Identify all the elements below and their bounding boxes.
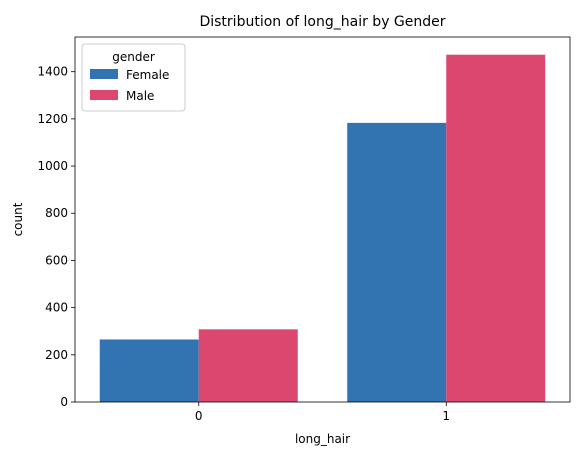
y-tick-label: 1000	[37, 159, 68, 173]
legend-swatch-male	[90, 90, 118, 100]
y-tick-label: 1200	[37, 112, 68, 126]
bars	[99, 54, 546, 402]
y-axis-title: count	[11, 202, 25, 236]
legend-swatch-female	[90, 69, 118, 79]
y-axis-ticks: 0 200 400 600 800 1000 1200 1400	[37, 65, 75, 409]
plot-frame	[74, 36, 571, 403]
legend-title: gender	[112, 50, 155, 64]
y-tick-label: 200	[45, 348, 68, 362]
x-axis-title: long_hair	[295, 432, 350, 446]
y-tick-label: 600	[45, 253, 68, 267]
bar-female-0	[99, 339, 199, 402]
bar-female-1	[347, 122, 447, 402]
legend: gender Female Male	[81, 43, 186, 112]
y-tick-label: 0	[60, 395, 68, 409]
x-tick-label: 1	[442, 409, 450, 423]
legend-label-male: Male	[126, 89, 154, 103]
bar-male-0	[198, 329, 298, 402]
legend-items: Female Male	[90, 68, 169, 103]
bar-male-1	[446, 54, 546, 402]
legend-label-female: Female	[126, 68, 169, 82]
y-tick-label: 400	[45, 301, 68, 315]
x-tick-label: 0	[195, 409, 203, 423]
y-tick-label: 800	[45, 206, 68, 220]
chart-title: Distribution of long_hair by Gender	[199, 14, 445, 30]
y-tick-label: 1400	[37, 65, 68, 79]
